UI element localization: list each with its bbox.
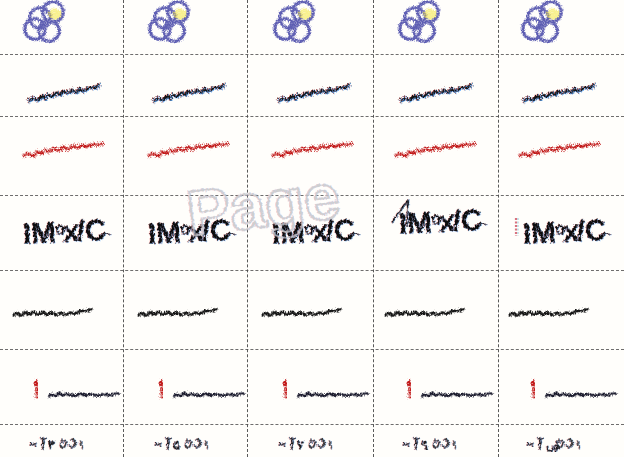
svg-text:Page: Page [183,160,344,250]
